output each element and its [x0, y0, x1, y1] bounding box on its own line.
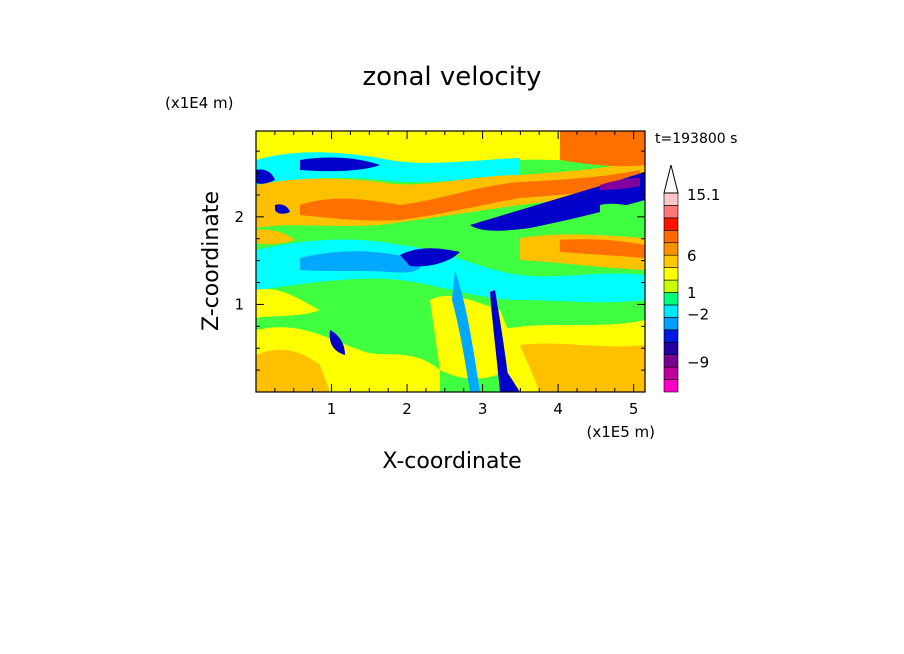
chart-title: zonal velocity	[362, 62, 541, 92]
colorbar-label: 15.1	[687, 186, 720, 204]
colorbar-level	[663, 230, 679, 244]
x-axis-label: X-coordinate	[382, 449, 521, 474]
colorbar-label: 1	[687, 284, 697, 302]
x-tick-label: 5	[629, 400, 639, 418]
colorbar-level	[663, 254, 679, 268]
colorbar-level	[663, 279, 679, 293]
colorbar-level	[663, 354, 679, 368]
time-label: t=193800 s	[655, 131, 737, 147]
colorbar-label: −2	[687, 305, 709, 323]
colorbar-level	[663, 217, 679, 231]
colorbar-level	[663, 317, 679, 331]
y-tick-label: 1	[234, 295, 244, 313]
colorbar-level	[663, 192, 679, 206]
x-tick-label: 2	[402, 400, 412, 418]
colorbar-level	[663, 379, 679, 393]
colorbar-level	[663, 366, 679, 380]
x-tick-label: 1	[327, 400, 337, 418]
colorbar-level	[663, 341, 679, 355]
colorbar-max-arrow	[663, 164, 679, 194]
plot-frame	[255, 130, 646, 393]
x-axis-unit: (x1E5 m)	[586, 423, 655, 441]
colorbar	[663, 164, 679, 393]
colorbar-level	[663, 329, 679, 343]
y-axis-label: Z-coordinate	[199, 191, 224, 331]
x-axis-ticks: 1 2 3 4 5	[274, 131, 639, 418]
y-tick-label: 2	[234, 208, 244, 226]
x-tick-label: 3	[478, 400, 488, 418]
colorbar-label: 6	[687, 247, 697, 265]
y-axis-ticks: 12	[234, 150, 645, 371]
colorbar-level	[663, 304, 679, 318]
velocity-field	[256, 131, 645, 392]
colorbar-level	[663, 242, 679, 256]
colorbar-level	[663, 292, 679, 306]
colorbar-level	[663, 205, 679, 219]
x-tick-label: 4	[553, 400, 563, 418]
colorbar-labels: 15.1 6 1 −2 −9	[687, 186, 720, 372]
colorbar-label: −9	[687, 354, 709, 372]
colorbar-level	[663, 267, 679, 281]
y-axis-unit: (x1E4 m)	[165, 94, 234, 112]
